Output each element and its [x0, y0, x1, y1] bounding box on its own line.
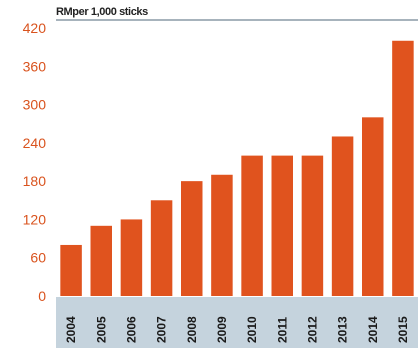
y-tick-label: 360	[23, 58, 47, 74]
y-tick-label: 240	[23, 135, 47, 151]
x-axis-ticks: 2004 2005 2006 2007 2008 2009 2010 2011 2012 2013…	[64, 316, 410, 343]
x-tick-label: 2005	[94, 316, 108, 343]
bar-2013	[331, 136, 354, 296]
y-tick-label: 120	[23, 211, 47, 227]
bar-2006	[120, 219, 143, 296]
y-tick-label: 60	[30, 250, 46, 266]
bar-2009	[211, 174, 233, 296]
x-tick-label: 2004	[64, 316, 78, 343]
x-tick-label: 2010	[245, 316, 259, 343]
bar-2011	[271, 155, 293, 296]
bar-2014	[362, 117, 384, 296]
bar-2008	[181, 181, 203, 296]
x-axis-band	[56, 297, 418, 348]
bar-2005	[90, 225, 112, 296]
x-tick-label: 2014	[366, 316, 380, 343]
x-tick-label: 2011	[275, 317, 289, 343]
x-tick-label: 2012	[305, 316, 319, 343]
y-tick-label: 300	[23, 97, 47, 113]
bar-2004	[60, 244, 82, 296]
unit-label: RMper 1,000 sticks	[56, 6, 148, 18]
x-tick-label: 2013	[336, 316, 350, 343]
x-tick-label: 2006	[124, 316, 138, 343]
bar-2007	[150, 200, 173, 296]
y-tick-label: 420	[23, 20, 47, 36]
bars	[60, 40, 414, 297]
bar-2010	[241, 155, 263, 296]
x-tick-label: 2009	[215, 316, 229, 343]
bar-2015	[392, 40, 414, 297]
y-tick-label: 180	[23, 173, 47, 189]
bar-2012	[301, 155, 324, 296]
x-tick-label: 2007	[155, 316, 169, 343]
y-tick-label: 0	[38, 288, 46, 304]
x-tick-label: 2015	[396, 316, 410, 343]
x-tick-label: 2008	[185, 316, 199, 343]
y-axis-ticks: 0 60 120 180 240 300 360 420	[23, 20, 47, 304]
